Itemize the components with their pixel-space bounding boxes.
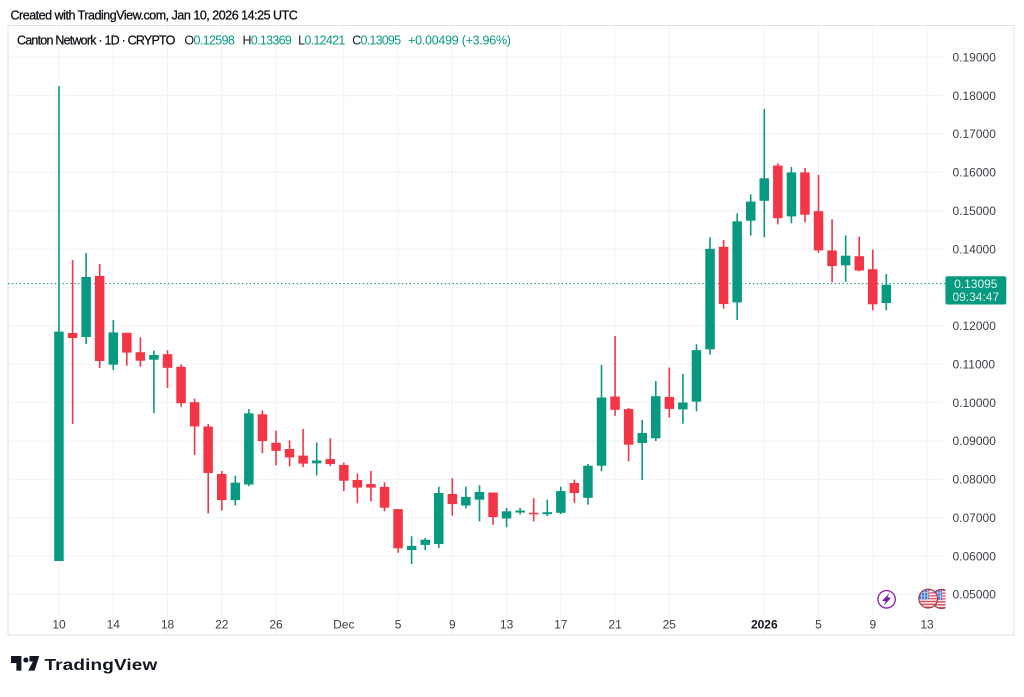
svg-text:+0.00499 (+3.96%): +0.00499 (+3.96%) [408,34,511,48]
svg-text:L0.12421: L0.12421 [298,34,345,48]
svg-text:0.07000: 0.07000 [953,511,997,525]
svg-text:26: 26 [269,618,283,632]
svg-text:0.12000: 0.12000 [953,319,997,333]
svg-text:0.15000: 0.15000 [953,204,997,218]
svg-text:TradingView: TradingView [44,656,157,674]
svg-text:22: 22 [215,618,229,632]
svg-text:0.09000: 0.09000 [953,434,997,448]
svg-text:0.18000: 0.18000 [953,89,997,103]
svg-text:0.08000: 0.08000 [953,473,997,487]
svg-text:0.06000: 0.06000 [953,549,997,563]
svg-text:13: 13 [500,618,514,632]
svg-text:0.05000: 0.05000 [953,588,997,602]
svg-text:H0.13369: H0.13369 [243,34,292,48]
svg-text:0.13095: 0.13095 [954,277,998,291]
svg-text:25: 25 [663,618,677,632]
svg-text:2026: 2026 [751,618,778,632]
svg-text:C0.13095: C0.13095 [352,34,401,48]
svg-text:O0.12598: O0.12598 [184,34,234,48]
svg-text:9: 9 [449,618,456,632]
svg-text:9: 9 [869,618,876,632]
svg-text:Dec: Dec [333,618,354,632]
svg-text:5: 5 [395,618,402,632]
svg-text:0.16000: 0.16000 [953,166,997,180]
svg-text:0.11000: 0.11000 [953,358,996,372]
svg-text:Created with TradingView.com,: Created with TradingView.com, Jan 10, 20… [11,9,298,23]
svg-text:Canton Network · 1D · CRYPTO: Canton Network · 1D · CRYPTO [17,34,176,48]
svg-text:21: 21 [608,618,622,632]
svg-text:10: 10 [52,618,66,632]
svg-text:09:34:47: 09:34:47 [952,290,999,304]
svg-text:18: 18 [161,618,175,632]
svg-text:17: 17 [554,618,568,632]
svg-text:14: 14 [107,618,121,632]
svg-text:0.10000: 0.10000 [953,396,997,410]
svg-text:5: 5 [815,618,822,632]
svg-text:13: 13 [920,618,934,632]
svg-text:0.14000: 0.14000 [953,242,997,256]
svg-text:0.19000: 0.19000 [953,51,997,65]
svg-text:0.17000: 0.17000 [953,127,997,141]
